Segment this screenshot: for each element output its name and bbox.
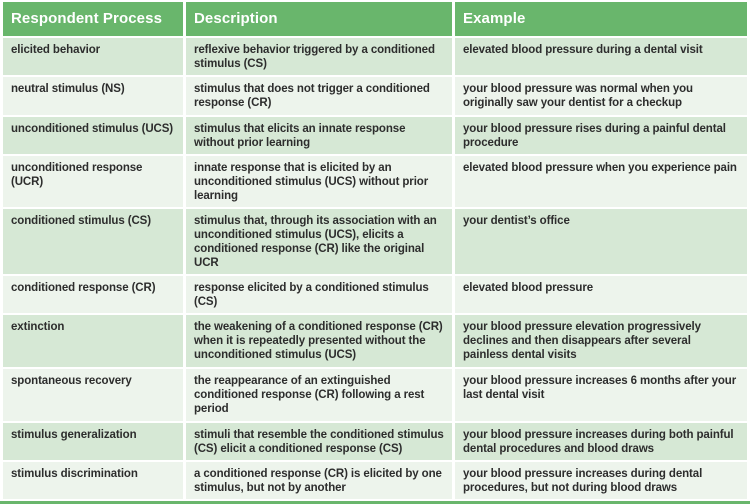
table-row-stimulus-generalization: stimulus generalization stimuli that res…	[3, 423, 747, 460]
cell-description: stimulus that, through its association w…	[186, 209, 452, 274]
cell-example: your blood pressure increases during den…	[455, 462, 747, 499]
header-row: Respondent Process Description Example	[3, 2, 747, 36]
cell-example: your blood pressure rises during a painf…	[455, 117, 747, 154]
table-row-unconditioned-stimulus: unconditioned stimulus (UCS) stimulus th…	[3, 117, 747, 154]
cell-example: your dentist’s office	[455, 209, 747, 274]
cell-example: your blood pressure increases 6 months a…	[455, 369, 747, 421]
cell-example: elevated blood pressure	[455, 276, 747, 313]
cell-process: neutral stimulus (NS)	[3, 77, 183, 115]
cell-process: elicited behavior	[3, 38, 183, 75]
header-example: Example	[455, 2, 747, 36]
header-respondent-process: Respondent Process	[3, 2, 183, 36]
cell-process: conditioned stimulus (CS)	[3, 209, 183, 274]
table-row-elicited-behavior: elicited behavior reflexive behavior tri…	[3, 38, 747, 75]
cell-description: the reappearance of an extinguished cond…	[186, 369, 452, 421]
table-row-stimulus-discrimination: stimulus discrimination a conditioned re…	[3, 462, 747, 499]
cell-process: stimulus discrimination	[3, 462, 183, 499]
cell-description: reflexive behavior triggered by a condit…	[186, 38, 452, 75]
table-row-unconditioned-response: unconditioned response (UCR) innate resp…	[3, 156, 747, 207]
cell-description: stimuli that resemble the conditioned st…	[186, 423, 452, 460]
table-row-neutral-stimulus: neutral stimulus (NS) stimulus that does…	[3, 77, 747, 115]
cell-process: spontaneous recovery	[3, 369, 183, 421]
cell-description: the weakening of a conditioned response …	[186, 315, 452, 367]
table-row-extinction: extinction the weakening of a conditione…	[3, 315, 747, 367]
cell-example: elevated blood pressure during a dental …	[455, 38, 747, 75]
cell-description: stimulus that elicits an innate response…	[186, 117, 452, 154]
cell-process: stimulus generalization	[3, 423, 183, 460]
table-row-spontaneous-recovery: spontaneous recovery the reappearance of…	[3, 369, 747, 421]
cell-process: unconditioned stimulus (UCS)	[3, 117, 183, 154]
header-description: Description	[186, 2, 452, 36]
cell-process: conditioned response (CR)	[3, 276, 183, 313]
cell-description: stimulus that does not trigger a conditi…	[186, 77, 452, 115]
table-row-conditioned-stimulus: conditioned stimulus (CS) stimulus that,…	[3, 209, 747, 274]
cell-example: elevated blood pressure when you experie…	[455, 156, 747, 207]
cell-process: extinction	[3, 315, 183, 367]
cell-process: unconditioned response (UCR)	[3, 156, 183, 207]
cell-description: a conditioned response (CR) is elicited …	[186, 462, 452, 499]
cell-example: your blood pressure elevation progressiv…	[455, 315, 747, 367]
cell-description: response elicited by a conditioned stimu…	[186, 276, 452, 313]
cell-example: your blood pressure was normal when you …	[455, 77, 747, 115]
cell-example: your blood pressure increases during bot…	[455, 423, 747, 460]
cell-description: innate response that is elicited by an u…	[186, 156, 452, 207]
table-row-conditioned-response: conditioned response (CR) response elici…	[3, 276, 747, 313]
